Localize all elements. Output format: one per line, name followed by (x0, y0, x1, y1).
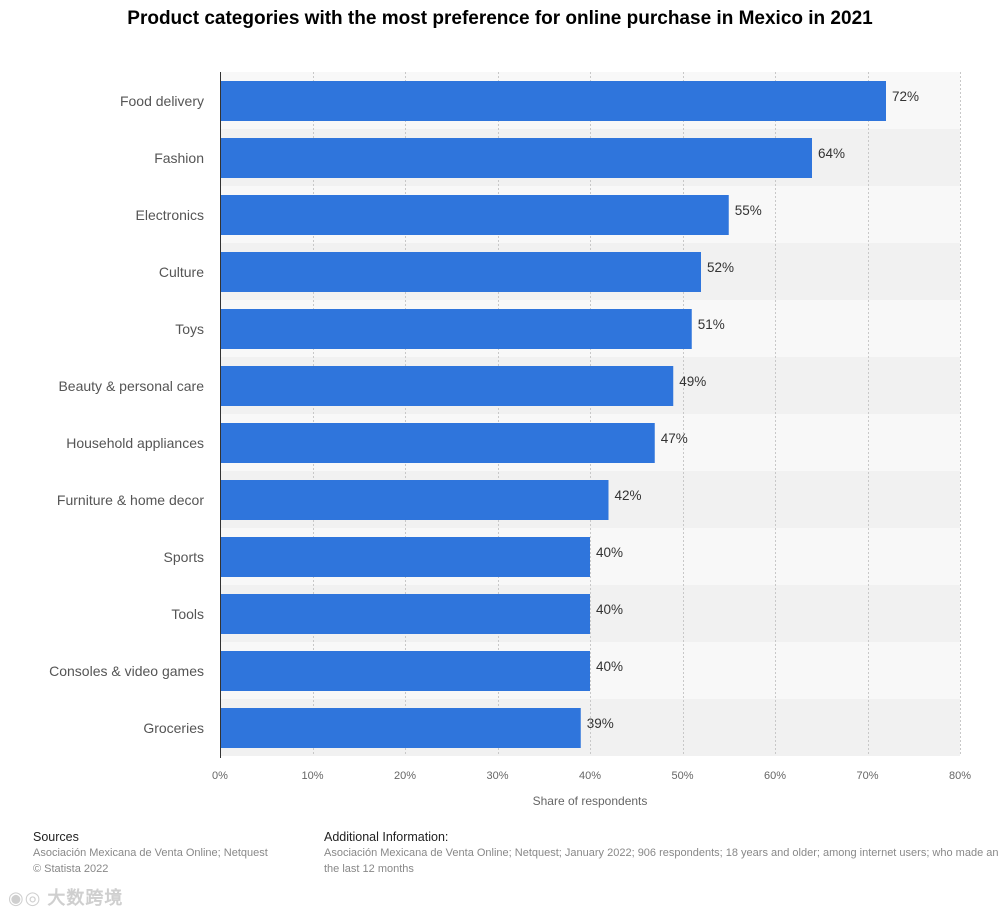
x-tick-labels: 0% 10% 20% 30% 40% 50% 60% 70% 80% (212, 770, 971, 782)
value-label: 40% (596, 602, 623, 617)
x-tick-label: 70% (856, 770, 878, 782)
category-label: Household appliances (66, 435, 204, 451)
bar[interactable] (220, 252, 701, 292)
value-label: 49% (679, 374, 706, 389)
x-tick-label: 40% (579, 770, 601, 782)
bars (220, 81, 886, 748)
gridlines (313, 72, 961, 756)
bar[interactable] (220, 195, 729, 235)
value-label: 55% (735, 203, 762, 218)
x-tick-label: 30% (486, 770, 508, 782)
category-label: Electronics (136, 207, 204, 223)
bar[interactable] (220, 423, 655, 463)
bar[interactable] (220, 537, 590, 577)
bar[interactable] (220, 366, 674, 406)
info-line-2: the last 12 months (324, 863, 414, 875)
category-label: Tools (171, 606, 204, 622)
x-tick-label: 50% (671, 770, 693, 782)
bar[interactable] (220, 594, 590, 634)
bar[interactable] (220, 480, 609, 520)
copyright-line[interactable]: © Statista 2022 (33, 863, 109, 875)
x-tick-label: 60% (764, 770, 786, 782)
category-label: Sports (164, 549, 204, 565)
value-label: 72% (892, 89, 919, 104)
chart-title: Product categories with the most prefere… (127, 8, 873, 29)
watermark-logo: ◉◎ 大数跨境 (8, 884, 123, 910)
category-label: Furniture & home decor (57, 492, 204, 508)
x-tick-label: 10% (301, 770, 323, 782)
value-label: 51% (698, 317, 725, 332)
bar[interactable] (220, 708, 581, 748)
bar[interactable] (220, 309, 692, 349)
value-label: 64% (818, 146, 845, 161)
category-label: Toys (175, 321, 204, 337)
value-label: 40% (596, 659, 623, 674)
value-label: 40% (596, 545, 623, 560)
category-labels: Food delivery Fashion Electronics Culture To… (49, 93, 204, 736)
value-labels: 72% 64% 55% 52% 51% 49% 47% 42% 40% 40% 40% 39% (587, 89, 919, 731)
info-line: Asociación Mexicana de Venta Online; Net… (324, 847, 1000, 859)
footer-sources: Sources Asociación Mexicana de Venta Onl… (33, 829, 268, 877)
info-heading: Additional Information: (324, 830, 449, 844)
category-label: Culture (159, 264, 204, 280)
category-label: Beauty & personal care (58, 378, 204, 394)
sources-line[interactable]: Asociación Mexicana de Venta Online; Net… (33, 847, 268, 859)
x-axis-title: Share of respondents (533, 794, 648, 808)
x-tick-label: 80% (949, 770, 971, 782)
value-label: 47% (661, 431, 688, 446)
bar[interactable] (220, 81, 886, 121)
watermark-eye-icon: ◉◎ (8, 888, 48, 908)
bar[interactable] (220, 138, 812, 178)
x-tick-label: 20% (394, 770, 416, 782)
value-label: 39% (587, 716, 614, 731)
value-label: 42% (615, 488, 642, 503)
x-tick-label: 0% (212, 770, 228, 782)
sources-heading: Sources (33, 830, 79, 844)
category-label: Fashion (154, 150, 204, 166)
value-label: 52% (707, 260, 734, 275)
watermark-text: 大数跨境 (47, 888, 124, 908)
category-label: Groceries (143, 720, 204, 736)
category-label: Consoles & video games (49, 663, 204, 679)
category-label: Food delivery (120, 93, 204, 109)
footer-additional-info: Additional Information: Asociación Mexic… (324, 829, 1000, 877)
bar[interactable] (220, 651, 590, 691)
